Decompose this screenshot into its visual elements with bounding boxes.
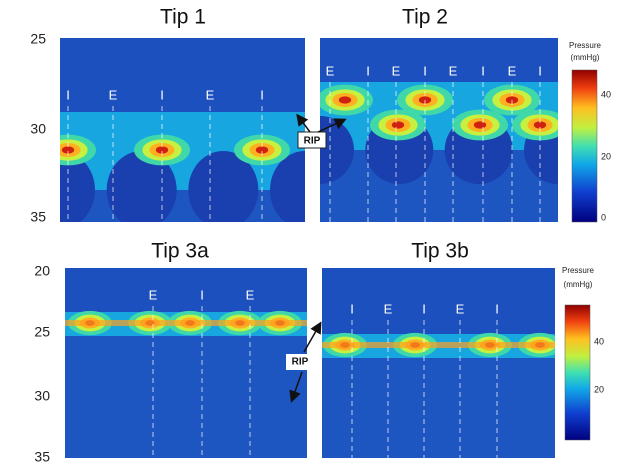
colorbar-tick: 20 — [601, 151, 611, 161]
colorbar-tick: 20 — [594, 384, 604, 394]
colorbar-tick: 0 — [601, 212, 606, 222]
heatmap — [65, 268, 307, 458]
breath-label: E — [508, 63, 517, 78]
heatmap-low — [65, 336, 307, 458]
hot-spot — [392, 121, 404, 128]
colorbar — [565, 305, 590, 440]
heatmap — [25, 38, 340, 229]
heatmap-upper — [322, 268, 555, 334]
y-tick-label: 35 — [30, 209, 46, 225]
breath-label: I — [200, 287, 204, 302]
breath-label: I — [495, 301, 499, 316]
hot-spot — [474, 121, 486, 128]
y-tick-label: 25 — [30, 31, 46, 47]
breath-label: I — [481, 63, 485, 78]
y-tick-label: 25 — [34, 324, 50, 340]
heatmap-upper — [65, 268, 307, 312]
rip-label: RIP — [292, 357, 309, 368]
breath-label: I — [538, 63, 542, 78]
breath-label: E — [392, 63, 401, 78]
hot-spot — [339, 96, 351, 103]
y-tick-label: 20 — [34, 263, 50, 279]
breath-label: I — [423, 63, 427, 78]
heatmap-upper — [60, 38, 305, 112]
y-tick-label: 35 — [34, 449, 50, 465]
colorbar-unit: (mmHg) — [571, 53, 600, 62]
heatmap-panel: E I E Tip 3a 20 25 30 35 — [34, 240, 307, 465]
breath-label: E — [456, 301, 465, 316]
heatmap-low — [320, 150, 558, 222]
breath-label: E — [206, 87, 215, 102]
figure: I E I E I Tip 1 25 30 35 E I E I E I E I Tip 2 E I E Tip 3a 20… — [0, 0, 622, 465]
heatmap — [322, 268, 562, 458]
breath-label: E — [326, 63, 335, 78]
breath-label: E — [149, 287, 158, 302]
heatmap-low — [322, 358, 555, 458]
breath-label: I — [160, 87, 164, 102]
panel-title: Tip 3a — [151, 240, 209, 263]
panel-title: Tip 3b — [411, 240, 469, 263]
breath-label: I — [422, 301, 426, 316]
colorbar-tick: 40 — [594, 336, 604, 346]
heatmap-panel: I E I E I Tip 1 25 30 35 — [25, 6, 340, 229]
breath-label: I — [260, 87, 264, 102]
panel-title: Tip 1 — [160, 6, 206, 29]
breath-label: E — [384, 301, 393, 316]
breath-label: E — [449, 63, 458, 78]
hot-line — [65, 320, 307, 326]
colorbar-title: Pressure — [569, 41, 602, 50]
breath-label: E — [246, 287, 255, 302]
breath-label: E — [109, 87, 118, 102]
panel-title: Tip 2 — [402, 6, 448, 29]
heatmap-upper — [320, 38, 558, 82]
y-tick-label: 30 — [34, 388, 50, 404]
heatmap-low — [60, 190, 305, 222]
rip-label: RIP — [304, 136, 321, 147]
breath-label: I — [350, 301, 354, 316]
colorbar-tick: 40 — [601, 89, 611, 99]
breath-label: I — [366, 63, 370, 78]
y-tick-label: 30 — [30, 121, 46, 137]
colorbar-unit: (mmHg) — [564, 280, 593, 289]
hot-line — [322, 342, 555, 348]
breath-label: I — [66, 87, 70, 102]
colorbar — [572, 70, 597, 222]
colorbar-title: Pressure — [562, 266, 595, 275]
heatmap-panel: E I E I E I E I Tip 2 — [286, 6, 592, 222]
heatmap-panel: I E I E I Tip 3b — [322, 240, 562, 458]
